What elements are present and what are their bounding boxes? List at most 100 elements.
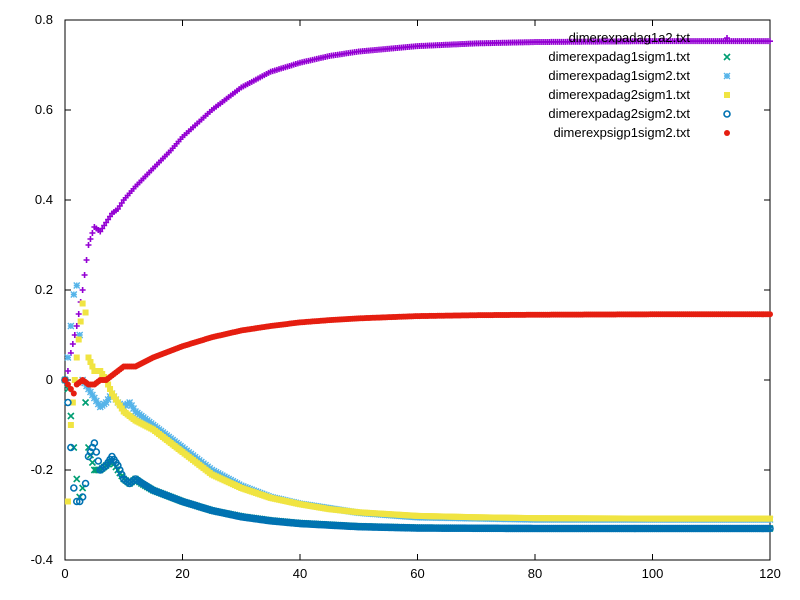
data-point — [94, 457, 103, 465]
data-point — [89, 230, 96, 236]
y-tick-label: -0.4 — [31, 552, 53, 567]
legend-marker — [724, 35, 730, 41]
data-point — [70, 291, 78, 298]
data-point — [79, 300, 86, 307]
x-tick-label: 120 — [759, 566, 781, 581]
legend: dimerexpadag1a2.txt dimerexpadag1sigm1.tx… — [548, 30, 731, 140]
data-point — [67, 443, 75, 452]
x-tick-label: 60 — [410, 566, 424, 581]
legend-label: dimerexpadag2sigm2.txt — [548, 106, 690, 121]
data-point — [67, 322, 75, 330]
data-point — [86, 388, 94, 396]
series-4 — [61, 376, 774, 533]
data-point — [81, 398, 90, 407]
data-point — [767, 38, 773, 45]
data-point — [87, 236, 94, 242]
data-point — [64, 354, 72, 361]
data-point — [73, 282, 81, 289]
data-point — [94, 466, 102, 474]
legend-marker-glyph — [724, 92, 730, 98]
legend-marker — [724, 130, 730, 136]
data-point — [82, 309, 89, 316]
data-point — [70, 484, 78, 492]
x-tick-label: 20 — [175, 566, 189, 581]
x-tick-label: 80 — [528, 566, 542, 581]
data-point — [107, 386, 114, 392]
data-point — [81, 272, 88, 278]
data-point — [64, 368, 71, 374]
legend-marker — [724, 92, 730, 98]
legend-marker-glyph — [724, 130, 730, 136]
x-tick-label: 100 — [642, 566, 664, 581]
data-point — [75, 336, 82, 343]
data-point — [73, 354, 80, 361]
data-point — [67, 386, 74, 392]
data-point — [78, 493, 87, 501]
series-5 — [62, 311, 773, 397]
data-point — [88, 391, 96, 399]
data-point — [87, 359, 94, 365]
data-point — [90, 394, 98, 402]
y-tick-label: 0 — [46, 372, 53, 387]
data-point — [83, 257, 90, 263]
legend-label: dimerexpadag2sigm1.txt — [548, 87, 690, 102]
data-point — [85, 354, 92, 361]
data-point — [75, 311, 82, 317]
data-point — [73, 323, 80, 329]
data-point — [104, 396, 112, 403]
y-tick-label: 0.8 — [35, 12, 53, 27]
data-point — [70, 390, 77, 397]
legend-label: dimerexpadag1sigm2.txt — [548, 68, 690, 83]
series-layer — [61, 38, 774, 533]
y-tick-label: 0.2 — [35, 282, 53, 297]
data-point — [126, 399, 134, 406]
data-point — [85, 385, 92, 393]
data-point — [94, 400, 102, 408]
data-point — [766, 524, 774, 533]
data-point — [90, 439, 99, 447]
data-point — [89, 363, 96, 370]
x-tick-label: 0 — [61, 566, 68, 581]
data-point — [73, 475, 81, 483]
legend-label: dimerexpsigp1sigm2.txt — [553, 125, 690, 140]
data-point — [62, 377, 68, 383]
y-tick-label: -0.2 — [31, 462, 53, 477]
legend-marker-glyph — [723, 53, 731, 61]
legend-marker-glyph — [723, 110, 731, 118]
data-point — [71, 377, 78, 383]
y-tick-label: 0.4 — [35, 192, 53, 207]
series-0 — [62, 38, 773, 383]
data-point — [77, 318, 84, 325]
legend-marker-glyph — [724, 35, 730, 41]
data-point — [105, 381, 112, 388]
data-point — [92, 397, 100, 405]
legend-marker — [723, 110, 731, 118]
x-tick-label: 40 — [293, 566, 307, 581]
data-point — [69, 341, 76, 347]
data-point — [67, 422, 74, 428]
data-point — [128, 402, 136, 409]
legend-marker-glyph — [723, 72, 731, 80]
y-tick-label: 0.6 — [35, 102, 53, 117]
data-point — [76, 331, 84, 339]
data-point — [64, 381, 71, 388]
data-point — [81, 479, 90, 488]
data-point — [85, 242, 92, 248]
data-point — [64, 398, 72, 407]
data-point — [767, 515, 773, 522]
legend-marker — [723, 72, 731, 80]
data-point — [130, 405, 138, 412]
legend-marker — [723, 53, 731, 61]
data-point — [92, 448, 101, 456]
axis-tick-labels: 0 20 40 60 80 100 120 -0.4 -0.2 0 0.2 0.4 0.6 0.8 — [31, 12, 781, 581]
data-point — [64, 498, 71, 505]
data-point — [102, 399, 110, 406]
data-point — [69, 399, 76, 406]
data-point — [67, 412, 75, 420]
data-point — [79, 287, 86, 293]
data-point — [88, 458, 96, 467]
legend-label: dimerexpadag1a2.txt — [569, 30, 691, 45]
legend-label: dimerexpadag1sigm1.txt — [548, 49, 690, 64]
